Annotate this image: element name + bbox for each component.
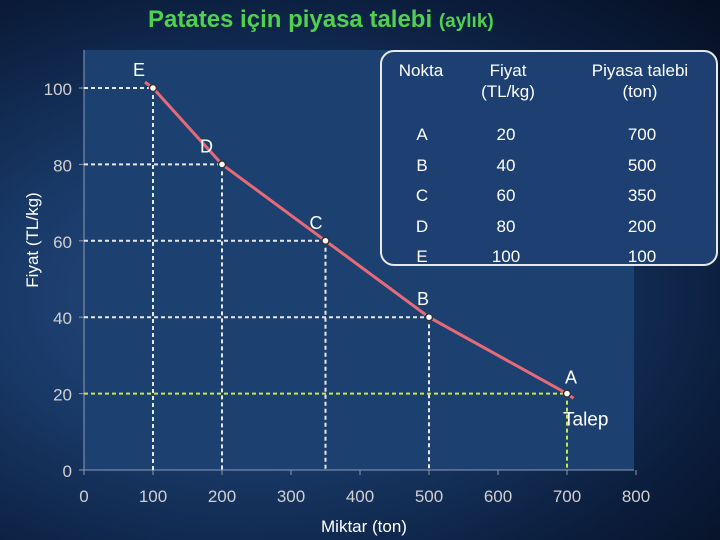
curve-label-talep: Talep bbox=[563, 410, 608, 431]
table-cell-point: B bbox=[416, 155, 428, 175]
table-cell-price: 100 bbox=[491, 247, 521, 266]
chart-title-period: (aylık) bbox=[438, 11, 494, 32]
x-axis-title: Miktar (ton) bbox=[321, 517, 407, 536]
point-marker-E bbox=[148, 83, 158, 93]
y-tick-label: 20 bbox=[53, 386, 72, 405]
x-tick-label: 600 bbox=[484, 487, 512, 506]
x-tick-label: 200 bbox=[208, 487, 236, 506]
table-cell-point: D bbox=[415, 216, 429, 236]
point-marker-B bbox=[424, 312, 434, 322]
point-marker-D bbox=[217, 160, 227, 169]
table-cell-quantity: 350 bbox=[627, 186, 657, 205]
table-cell-price: 80 bbox=[496, 216, 516, 236]
table-header-price: Fiyat (TL/kg) bbox=[481, 61, 535, 101]
y-axis-title: Fiyat (TL/kg) bbox=[23, 192, 42, 287]
point-label-D: D bbox=[200, 136, 213, 156]
x-tick-label: 300 bbox=[277, 487, 305, 506]
table-cell-quantity: 700 bbox=[627, 125, 657, 144]
x-tick-label: 800 bbox=[622, 487, 650, 506]
y-tick-label: 80 bbox=[53, 156, 72, 175]
table-cell-point: E bbox=[416, 247, 428, 266]
chart-title: Patates için piyasa talebi (aylık) bbox=[148, 6, 494, 34]
point-label-C: C bbox=[310, 213, 323, 233]
y-tick-label: 100 bbox=[44, 80, 72, 99]
x-tick-label: 700 bbox=[553, 487, 581, 506]
table-cell-quantity: 500 bbox=[627, 155, 657, 175]
point-label-A: A bbox=[565, 368, 577, 388]
table-cell-quantity: 200 bbox=[627, 216, 657, 236]
table-cell-point: A bbox=[416, 125, 428, 144]
table-col-prices: 20 40 60 80 100 bbox=[478, 120, 534, 273]
y-tick-label: 40 bbox=[53, 309, 72, 328]
point-label-B: B bbox=[417, 289, 429, 309]
table-cell-price: 40 bbox=[496, 155, 516, 175]
x-tick-label: 0 bbox=[79, 487, 88, 506]
point-label-E: E bbox=[133, 60, 145, 80]
demand-schedule-table: Nokta Fiyat (TL/kg) Piyasa talebi (ton) … bbox=[380, 50, 718, 266]
x-tick-label: 100 bbox=[139, 487, 167, 506]
point-marker-A bbox=[562, 389, 572, 398]
table-col-quantities: 700 500 350 200 100 bbox=[614, 120, 670, 273]
table-cell-price: 20 bbox=[496, 125, 516, 144]
table-cell-price: 60 bbox=[496, 186, 516, 205]
y-tick-label: 60 bbox=[53, 233, 72, 252]
chart-title-main: Patates için piyasa talebi bbox=[148, 6, 433, 33]
point-marker-C bbox=[321, 236, 330, 246]
table-cell-point: C bbox=[415, 186, 429, 205]
table-cell-quantity: 100 bbox=[627, 247, 657, 266]
x-tick-label: 400 bbox=[346, 487, 374, 506]
x-tick-label: 500 bbox=[415, 487, 443, 506]
table-header-quantity: Piyasa talebi (ton) bbox=[591, 61, 689, 101]
y-tick-label: 0 bbox=[63, 462, 72, 481]
table-header-point: Nokta bbox=[398, 61, 444, 80]
